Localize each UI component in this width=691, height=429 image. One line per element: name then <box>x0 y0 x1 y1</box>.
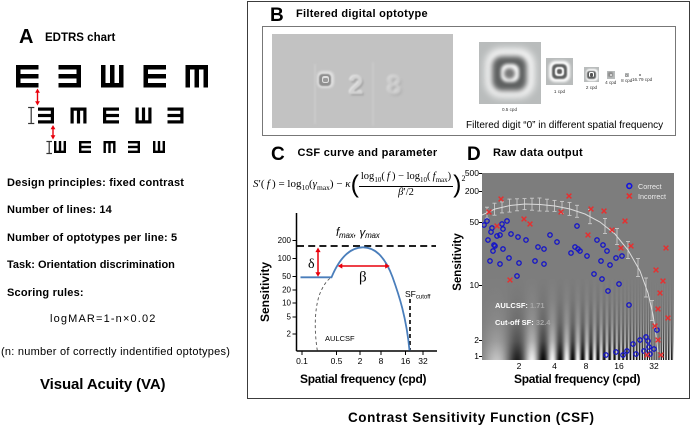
svg-text:β: β <box>359 270 367 286</box>
svg-text:10: 10 <box>282 299 291 308</box>
svg-text:200: 200 <box>278 236 292 245</box>
svg-text:Cut-off SF: 32.4: Cut-off SF: 32.4 <box>495 318 551 327</box>
svg-text:16: 16 <box>401 356 411 366</box>
svg-text:32: 32 <box>418 356 428 366</box>
svg-text:δ: δ <box>308 257 315 272</box>
svg-text:2: 2 <box>358 356 363 366</box>
svg-text:20: 20 <box>282 286 291 295</box>
svg-text:2: 2 <box>287 330 292 339</box>
svg-text:50: 50 <box>282 272 291 281</box>
svg-text:SFcutoff: SFcutoff <box>405 289 431 301</box>
svg-text:0.5: 0.5 <box>331 356 343 366</box>
svg-text:5: 5 <box>287 313 292 322</box>
svg-text:fmax, γmax: fmax, γmax <box>336 227 381 240</box>
svg-text:AULCSF: AULCSF <box>325 334 355 343</box>
svg-text:Incorrect: Incorrect <box>638 192 666 201</box>
svg-text:8: 8 <box>379 356 384 366</box>
svg-text:0.1: 0.1 <box>296 356 308 366</box>
svg-text:Correct: Correct <box>638 182 662 191</box>
svg-text:AULCSF: 1.71: AULCSF: 1.71 <box>495 301 545 310</box>
svg-text:100: 100 <box>278 254 292 263</box>
